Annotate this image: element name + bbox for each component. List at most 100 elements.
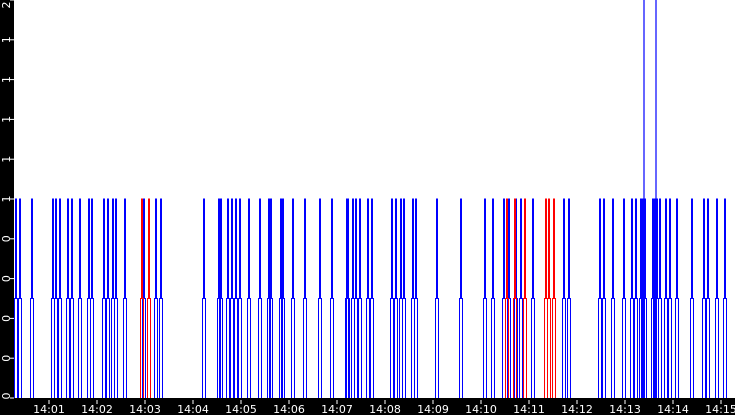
pulse (30, 198, 34, 398)
pulse (366, 198, 370, 398)
pulse (219, 198, 223, 398)
x-tick-label: 14:01 (33, 403, 65, 415)
plot-area (14, 0, 735, 398)
x-tick-label: 14:13 (609, 403, 641, 415)
pulse (291, 198, 295, 398)
pulse (114, 198, 118, 398)
series-red (140, 198, 556, 398)
pulse (358, 198, 362, 398)
pulse (303, 198, 307, 398)
pulse (90, 198, 94, 398)
x-tick-label: 14:15 (705, 403, 735, 415)
pulse (459, 198, 463, 398)
pulse (602, 198, 606, 398)
series-blue (14, 198, 727, 398)
pulse (102, 198, 106, 398)
y-axis-bar (0, 0, 14, 400)
pulse (370, 198, 374, 398)
pulse (66, 198, 70, 398)
pulse (706, 198, 710, 398)
x-axis: 14:01 14:02 14:03 14:04 14:05 14:06 14:07 14:08… (33, 400, 735, 415)
pulse (547, 198, 551, 398)
pulse (140, 198, 144, 398)
pulse (394, 198, 398, 398)
pulse (269, 198, 273, 398)
x-tick-label: 14:02 (81, 403, 113, 415)
pulse (318, 198, 322, 398)
y-tick-label: 0 (0, 275, 13, 282)
y-tick-label: 2 (0, 2, 13, 9)
y-tick-label: 1 (0, 156, 13, 163)
y-tick-label: 1 (0, 196, 13, 203)
pulse (402, 198, 406, 398)
y-tick-label: 0 (0, 355, 13, 362)
pulse (702, 198, 706, 398)
x-axis-bar (0, 399, 735, 415)
y-tick-label: 0 (0, 393, 13, 400)
pulse (598, 198, 602, 398)
pulse (523, 198, 527, 398)
x-tick-label: 14:12 (561, 403, 593, 415)
x-tick-label: 14:10 (465, 403, 497, 415)
x-tick-label: 14:08 (369, 403, 401, 415)
pulse (238, 198, 242, 398)
pulse (531, 198, 535, 398)
pulse (634, 198, 638, 398)
pulse (106, 198, 110, 398)
pulse (258, 198, 262, 398)
pulse (70, 198, 74, 398)
y-tick-label: 1 (0, 76, 13, 83)
pulse (226, 198, 230, 398)
x-tick-label: 14:05 (225, 403, 257, 415)
x-tick-label: 14:14 (657, 403, 689, 415)
y-tick-label: 0 (0, 235, 13, 242)
pulse (390, 198, 394, 398)
pulse (491, 198, 495, 398)
x-tick-label: 14:11 (513, 403, 545, 415)
pulse (567, 198, 571, 398)
pulse (18, 198, 22, 398)
pulse (715, 198, 719, 398)
pulse (78, 198, 82, 398)
series-layer (14, 0, 727, 398)
pulse (58, 198, 62, 398)
x-tick-label: 14:06 (273, 403, 305, 415)
pulse (247, 198, 251, 398)
pulse (519, 198, 523, 398)
pulse (611, 198, 615, 398)
pulse (723, 198, 727, 398)
pulse (234, 198, 238, 398)
pulse (675, 198, 679, 398)
pulse (658, 198, 662, 398)
pulse (147, 198, 151, 398)
x-tick-label: 14:09 (417, 403, 449, 415)
pulse (622, 198, 626, 398)
pulse (630, 198, 634, 398)
pulse (483, 198, 487, 398)
pulse (202, 198, 206, 398)
pulse (354, 198, 358, 398)
pulse (159, 198, 163, 398)
x-tick-label: 14:07 (321, 403, 353, 415)
pulse (664, 198, 668, 398)
pulse (346, 198, 350, 398)
x-tick-label: 14:03 (129, 403, 161, 415)
pulse (281, 198, 285, 398)
pulse (690, 198, 694, 398)
pulse (552, 198, 556, 398)
pulse (643, 198, 647, 398)
series-blue-peak (643, 0, 657, 199)
pulse (414, 198, 418, 398)
y-tick-label: 0 (0, 315, 13, 322)
y-tick-label: 1 (0, 116, 13, 123)
pulse (330, 198, 334, 398)
pulse (14, 198, 18, 398)
pulse (154, 198, 158, 398)
pulse (123, 198, 127, 398)
x-tick-label: 14:04 (177, 403, 209, 415)
pulse (230, 198, 234, 398)
pulse (668, 198, 672, 398)
pulse (513, 198, 517, 398)
pulse (435, 198, 439, 398)
